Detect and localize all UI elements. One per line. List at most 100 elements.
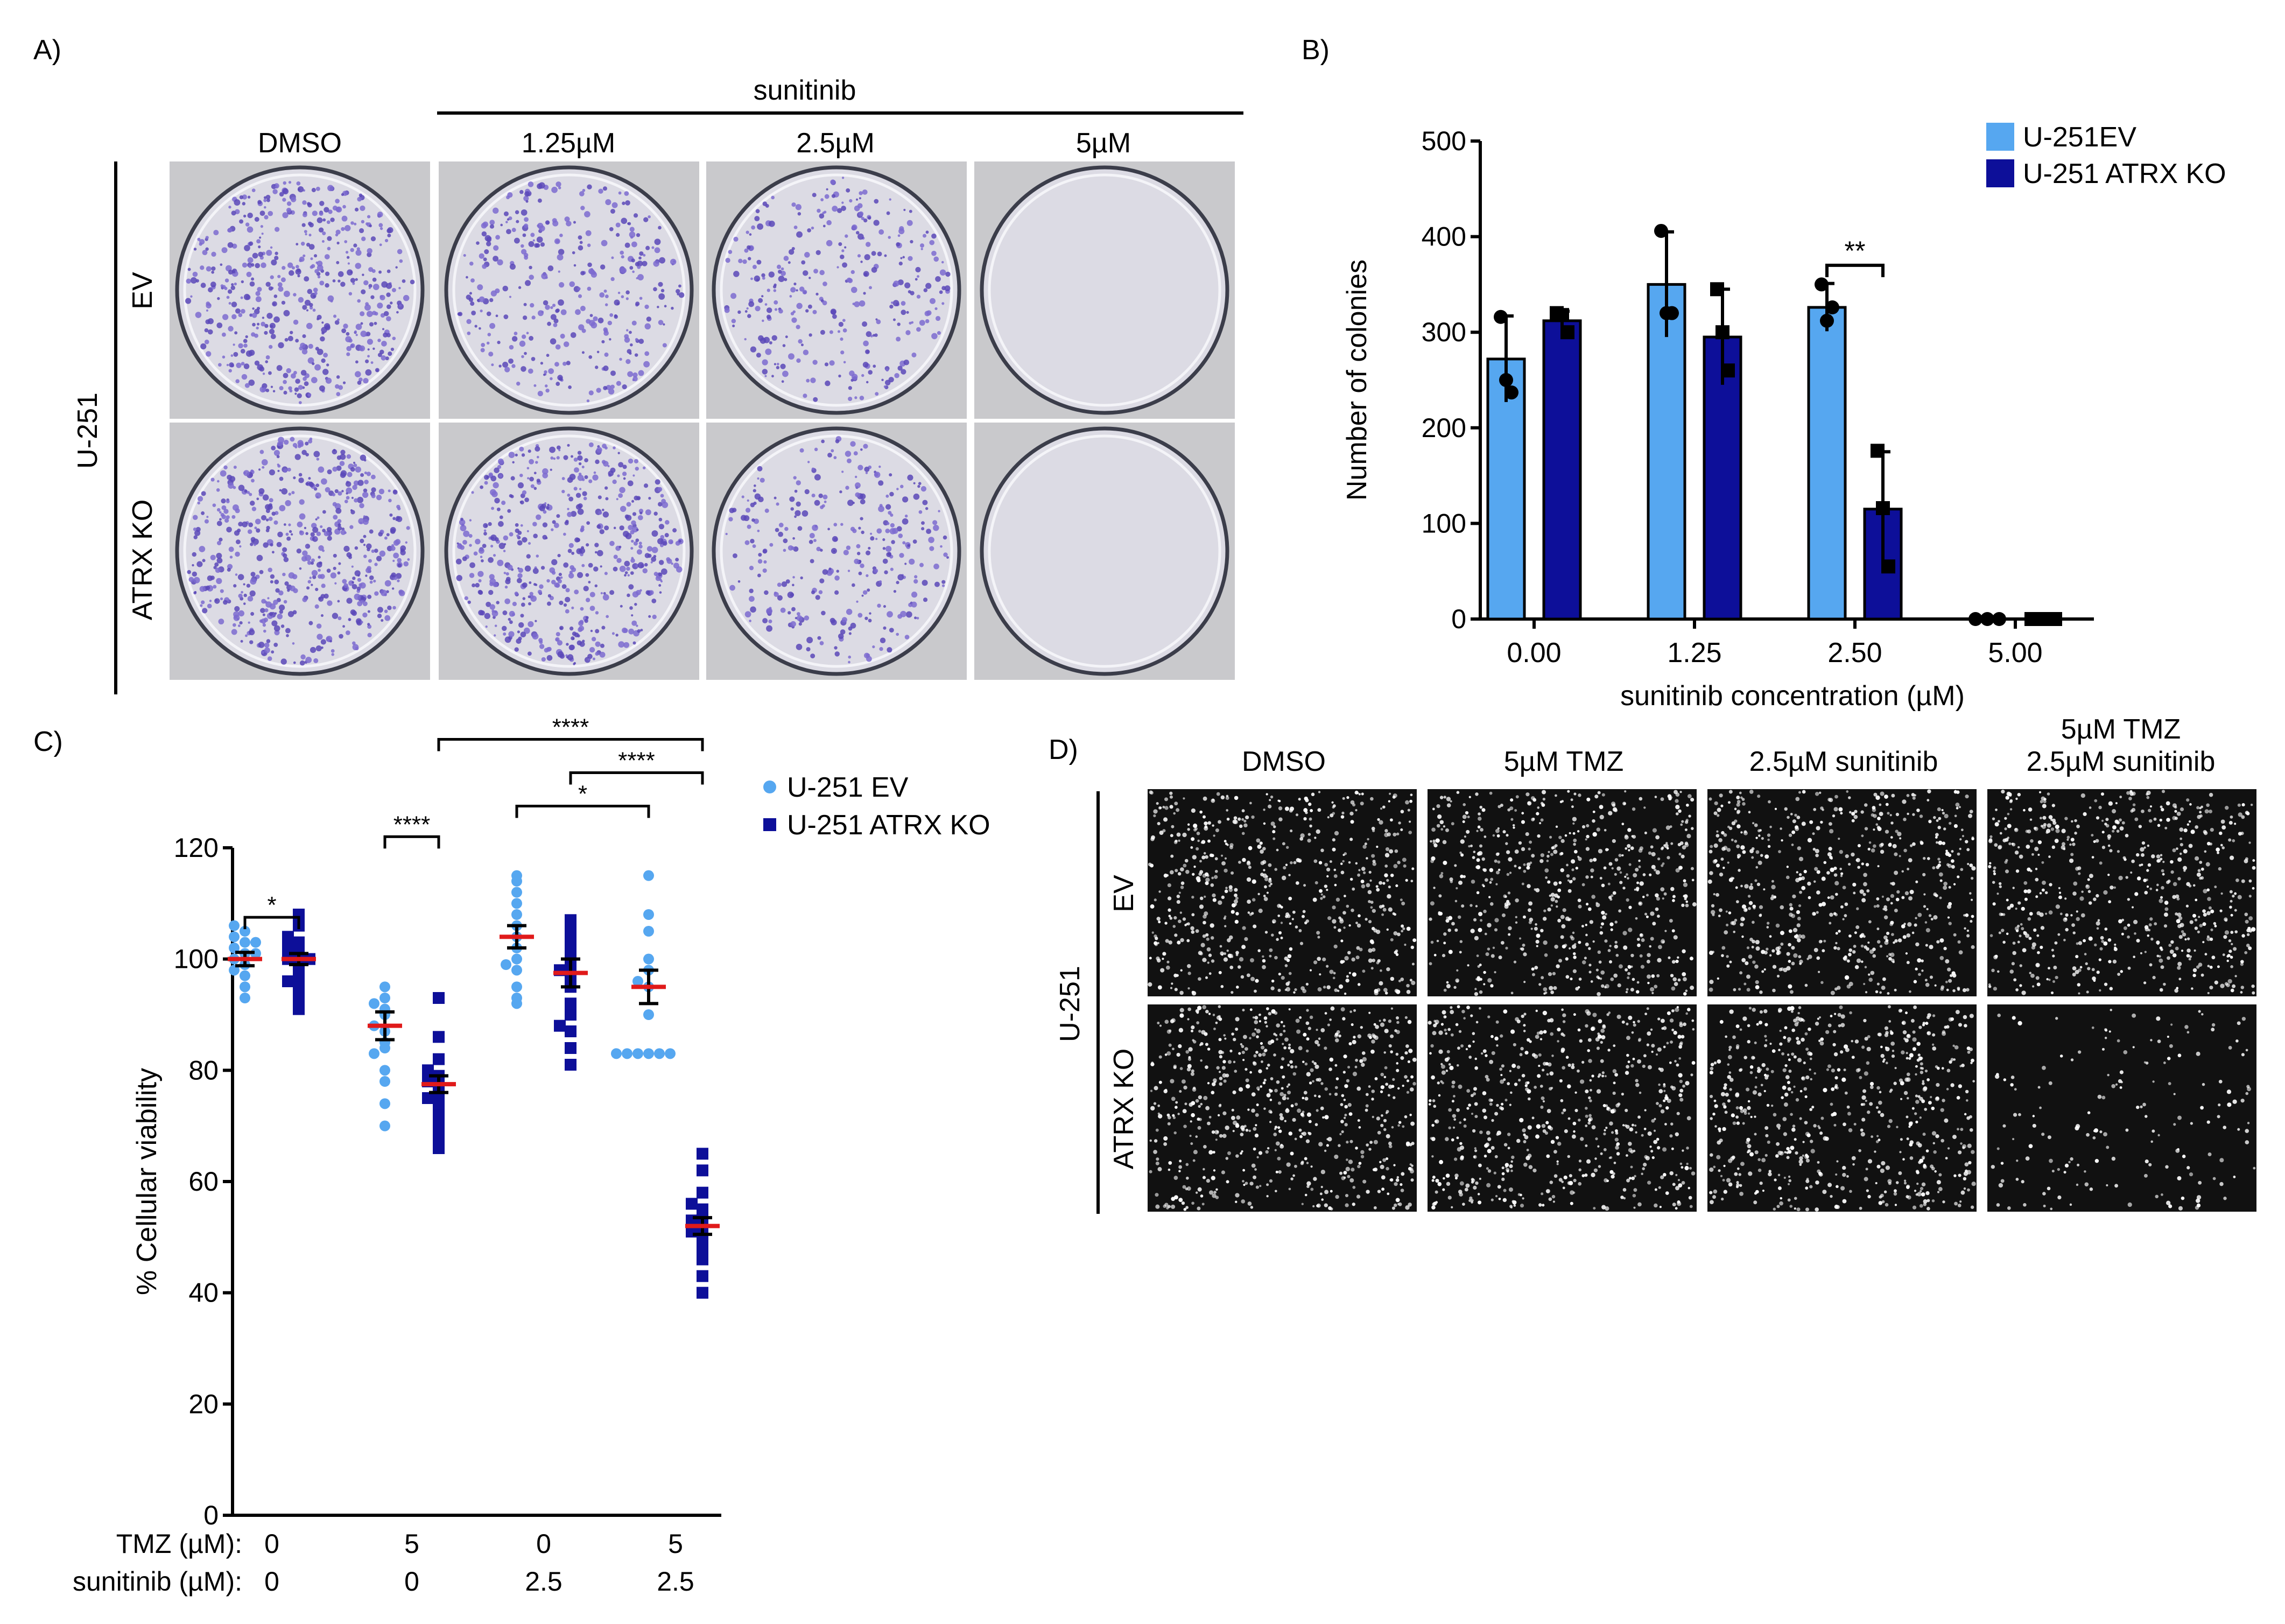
panel-c-data-point	[565, 936, 576, 948]
panel-b-data-point	[1499, 373, 1513, 387]
panel-b-y-tick-label: 500	[1422, 126, 1466, 156]
panel-c-significance-bracket	[437, 738, 704, 751]
panel-c-data-point	[293, 981, 305, 993]
panel-c-significance-label: *	[267, 892, 276, 918]
panel-c-data-point	[379, 1076, 390, 1087]
panel-c-data-point	[282, 975, 294, 987]
nuclei-stain-image	[1148, 1004, 1417, 1212]
nuclei-stain-image	[1428, 1004, 1697, 1212]
panel-c-data-point	[240, 993, 250, 1003]
panel-c-data-point	[433, 992, 445, 1004]
panel-c-data-point	[697, 1242, 708, 1254]
panel-c-data-point	[643, 926, 654, 937]
panel-b-data-point	[1654, 223, 1668, 238]
panel-b-x-axis-label: sunitinib concentration (µM)	[1620, 680, 1965, 712]
panel-b-data-point	[1494, 310, 1508, 324]
panel-c-significance-bracket	[383, 835, 440, 849]
panel-c-data-point	[511, 898, 522, 909]
panel-a-label: A)	[33, 34, 61, 66]
nuclei-stain-image	[1707, 789, 1977, 996]
nuclei-stain-image	[1707, 1004, 1977, 1212]
panel-c-data-point	[643, 870, 654, 881]
panel-b-data-point	[1665, 306, 1679, 320]
panel-c-significance-label: ****	[618, 748, 655, 774]
panel-b-data-point	[1504, 385, 1518, 400]
panel-b-data-point	[1710, 282, 1724, 297]
panel-c-data-point	[433, 1053, 445, 1065]
panel-c-data-point	[511, 870, 522, 881]
panel-b-data-point	[2036, 612, 2050, 626]
panel-c-data-point	[654, 1048, 665, 1059]
panel-b-data-point	[1876, 501, 1890, 515]
panel-c-y-tick-label: 100	[174, 944, 219, 974]
panel-a-cell-line: U-251	[72, 392, 103, 469]
panel-c-data-point	[250, 937, 261, 948]
panel-c-significance-bracket	[569, 771, 704, 785]
panel-c-data-point	[697, 1148, 708, 1160]
panel-c-data-point	[632, 1048, 643, 1059]
panel-c-data-point	[240, 926, 250, 937]
panel-b-data-point	[1715, 325, 1729, 340]
panel-c-data-point	[433, 1120, 445, 1132]
colony-plate-image	[170, 423, 430, 680]
colony-plate-image	[170, 161, 430, 419]
panel-c-label: C)	[33, 726, 63, 757]
panel-b-data-point	[1968, 612, 1982, 626]
panel-c-data-point	[565, 947, 576, 960]
panel-a: A) sunitinib DMSO 1.25µM 2.5µM 5µM U-251…	[33, 34, 1243, 694]
panel-b-bar	[1807, 306, 1847, 621]
panel-c-data-point	[229, 965, 240, 976]
panel-b-data-point	[2024, 612, 2038, 626]
panel-c-data-point	[643, 909, 654, 920]
panel-b-data-point	[2048, 612, 2062, 626]
panel-b-y-tick-label: 300	[1422, 317, 1466, 347]
nuclei-stain-image	[1428, 789, 1697, 996]
panel-c-sunitinib-value: 2.5	[657, 1566, 694, 1597]
panel-c-data-point	[369, 1048, 379, 1059]
panel-c-significance-label: ****	[393, 811, 431, 838]
panel-c-legend-label: U-251 ATRX KO	[787, 810, 990, 841]
nuclei-stain-image	[1148, 789, 1417, 996]
colony-plate-image	[706, 161, 967, 419]
panel-b-y-tick-label: 400	[1422, 222, 1466, 252]
panel-c-data-point	[697, 1186, 708, 1199]
panel-c-data-point	[511, 993, 522, 1003]
panel-c-significance-label: *	[578, 781, 587, 807]
panel-c-legend-marker	[763, 781, 776, 793]
panel-c-data-point	[379, 981, 390, 993]
panel-c-data-point	[293, 969, 305, 982]
panel-b-label: B)	[1302, 34, 1330, 66]
panel-c-data-point	[240, 981, 250, 993]
panel-d-col-dmso: DMSO	[1242, 746, 1326, 777]
panel-c-data-point	[422, 1092, 434, 1104]
panel-a-col-5: 5µM	[1076, 128, 1131, 159]
panel-c-data-point	[697, 1203, 708, 1215]
panel-c-data-point	[511, 953, 522, 965]
panel-b-y-axis-label: Number of colonies	[1341, 259, 1373, 501]
panel-c-data-point	[622, 1048, 632, 1059]
panel-c-data-point	[229, 920, 240, 931]
panel-b-significance-bracket	[1825, 263, 1885, 277]
panel-b-x-tick-label: 2.50	[1827, 637, 1882, 669]
panel-c-data-point	[565, 914, 576, 926]
panel-c-data-point	[433, 1142, 445, 1154]
panel-b-data-point	[1881, 559, 1895, 574]
nuclei-stain-image	[1987, 789, 2256, 996]
panel-c-data-point	[511, 965, 522, 976]
panel-a-col-2-5: 2.5µM	[796, 128, 875, 159]
panel-d-row-ev: EV	[1108, 875, 1140, 912]
panel-c-tmz-value: 0	[536, 1529, 551, 1559]
panel-a-col-1-25: 1.25µM	[522, 128, 615, 159]
panel-b-data-point	[1825, 300, 1839, 315]
panel-b-y-tick-label: 100	[1422, 508, 1466, 538]
panel-a-row-atrx: ATRX KO	[127, 500, 158, 620]
panel-c-data-point	[697, 1270, 708, 1282]
panel-c-sunitinib-value: 2.5	[525, 1566, 563, 1597]
panel-c-y-axis-label: % Cellular viability	[131, 1068, 163, 1295]
panel-c-significance-bracket	[515, 805, 650, 818]
panel-b-legend-swatch	[1986, 123, 2014, 151]
colony-plate-image	[439, 161, 699, 419]
panel-d-col-combo: 5µM TMZ 2.5µM sunitinib	[2027, 714, 2216, 777]
panel-b-data-point	[1820, 313, 1834, 328]
colony-plate-image	[974, 161, 1235, 419]
